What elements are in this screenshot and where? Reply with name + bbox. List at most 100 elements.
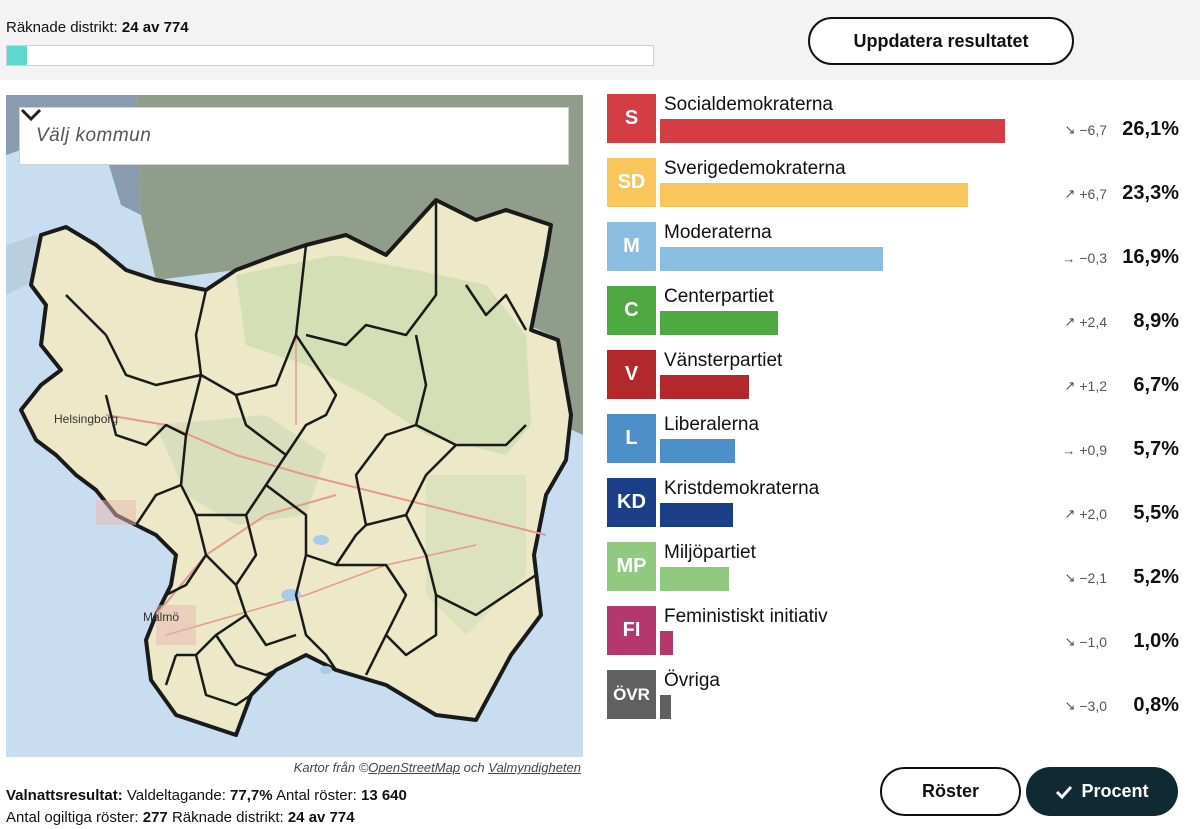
municipality-select[interactable]: Välj kommun [19,107,569,165]
election-map[interactable]: Helsingborg Malmö Välj kommun [6,95,583,757]
votes-toggle-button[interactable]: Röster [880,767,1021,816]
party-name: Kristdemokraterna [664,478,820,499]
map-canvas[interactable]: Helsingborg Malmö [6,95,583,757]
party-result-bar [660,503,733,527]
party-badge: ÖVR [607,670,656,719]
party-change-value: −1,0 [1079,634,1107,650]
summary-line-2: Antal ogiltiga röster: 277 Räknade distr… [6,809,355,826]
trend-arrow-icon: ↘ [1064,122,1076,137]
party-percent: 26,1% [1122,118,1179,140]
party-name: Övriga [664,670,720,691]
map-credit: Kartor från ©OpenStreetMap och Valmyndig… [293,760,581,775]
party-badge: M [607,222,656,271]
party-badge: S [607,94,656,143]
party-percent: 0,8% [1133,694,1179,716]
invalid-votes-value: 277 [142,809,168,826]
count-progress-bar [6,45,654,66]
party-percent: 5,7% [1133,438,1179,460]
party-badge: C [607,286,656,335]
party-result-bar [660,375,749,399]
party-change-value: −6,7 [1079,122,1107,138]
trend-arrow-icon: → [1062,250,1076,266]
party-badge: FI [607,606,656,655]
trend-arrow-icon: ↗ [1064,314,1076,329]
party-result-bar [660,439,735,463]
party-change-value: −3,0 [1079,698,1107,714]
openstreetmap-link[interactable]: OpenStreetMap [368,760,461,775]
party-row: C Centerpartiet ↗ +2,4 8,9% [607,286,1197,350]
party-change: ↘ −1,0 [1064,634,1107,650]
party-result-bar [660,567,729,591]
party-percent: 23,3% [1122,182,1179,204]
counted-districts-value: 24 av 774 [121,19,189,36]
party-badge: V [607,350,656,399]
trend-arrow-icon: ↗ [1064,506,1076,521]
party-change: ↘ −2,1 [1064,570,1107,586]
party-name: Miljöpartiet [664,542,756,563]
party-change: ↗ +1,2 [1064,378,1107,394]
party-change-value: +2,4 [1079,314,1107,330]
party-row: SD Sverigedemokraterna ↗ +6,7 23,3% [607,158,1197,222]
city-label-malmo: Malmö [143,610,179,624]
party-change-value: +2,0 [1079,506,1107,522]
trend-arrow-icon: ↘ [1064,698,1076,713]
trend-arrow-icon: ↗ [1064,186,1076,201]
party-change: ↘ −6,7 [1064,122,1107,138]
party-percent: 1,0% [1133,630,1179,652]
result-summary: Valnattsresultat: Valdeltagande: 77,7% A… [6,785,407,829]
party-row: L Liberalerna → +0,9 5,7% [607,414,1197,478]
party-name: Socialdemokraterna [664,94,833,115]
party-percent: 5,2% [1133,566,1179,588]
party-name: Sverigedemokraterna [664,158,846,179]
counted-districts: Räknade distrikt: 24 av 774 [6,19,189,36]
party-results-list: S Socialdemokraterna ↘ −6,7 26,1% SD Sverigede… [607,94,1197,734]
districts-value: 24 av 774 [287,809,355,826]
party-name: Moderaterna [664,222,772,243]
city-label-helsingborg: Helsingborg [54,412,118,426]
party-change: ↗ +2,4 [1064,314,1107,330]
party-name: Centerpartiet [664,286,774,307]
party-badge: L [607,414,656,463]
party-percent: 6,7% [1133,374,1179,396]
count-progress-fill [7,46,28,65]
party-result-bar [660,631,673,655]
trend-arrow-icon: ↘ [1064,634,1076,649]
party-change: ↗ +2,0 [1064,506,1107,522]
party-result-bar [660,247,883,271]
party-change-value: +1,2 [1079,378,1107,394]
party-change-value: −0,3 [1079,250,1107,266]
party-percent: 8,9% [1133,310,1179,332]
top-bar: Räknade distrikt: 24 av 774 Uppdatera re… [0,0,1200,80]
party-row: V Vänsterpartiet ↗ +1,2 6,7% [607,350,1197,414]
percent-toggle-button[interactable]: Procent [1026,767,1178,816]
party-name: Feministiskt initiativ [664,606,828,627]
party-row: S Socialdemokraterna ↘ −6,7 26,1% [607,94,1197,158]
party-result-bar [660,119,1005,143]
party-row: FI Feministiskt initiativ ↘ −1,0 1,0% [607,606,1197,670]
municipality-select-placeholder: Välj kommun [36,125,152,146]
trend-arrow-icon: ↗ [1064,378,1076,393]
party-row: MP Miljöpartiet ↘ −2,1 5,2% [607,542,1197,606]
update-results-button[interactable]: Uppdatera resultatet [808,17,1074,65]
party-change-value: +0,9 [1079,442,1107,458]
party-badge: KD [607,478,656,527]
votes-value: 13 640 [360,787,407,804]
party-name: Liberalerna [664,414,760,435]
party-row: KD Kristdemokraterna ↗ +2,0 5,5% [607,478,1197,542]
party-result-bar [660,183,968,207]
summary-line-1: Valnattsresultat: Valdeltagande: 77,7% A… [6,787,407,804]
party-result-bar [660,695,671,719]
party-badge: MP [607,542,656,591]
valmyndigheten-link[interactable]: Valmyndigheten [488,760,581,775]
trend-arrow-icon: → [1062,442,1076,458]
party-change: → +0,9 [1062,442,1107,458]
party-percent: 16,9% [1122,246,1179,268]
party-change: ↗ +6,7 [1064,186,1107,202]
party-row: M Moderaterna → −0,3 16,9% [607,222,1197,286]
party-row: ÖVR Övriga ↘ −3,0 0,8% [607,670,1197,734]
trend-arrow-icon: ↘ [1064,570,1076,585]
party-percent: 5,5% [1133,502,1179,524]
party-result-bar [660,311,778,335]
party-change-value: −2,1 [1079,570,1107,586]
chevron-down-icon [20,108,42,122]
